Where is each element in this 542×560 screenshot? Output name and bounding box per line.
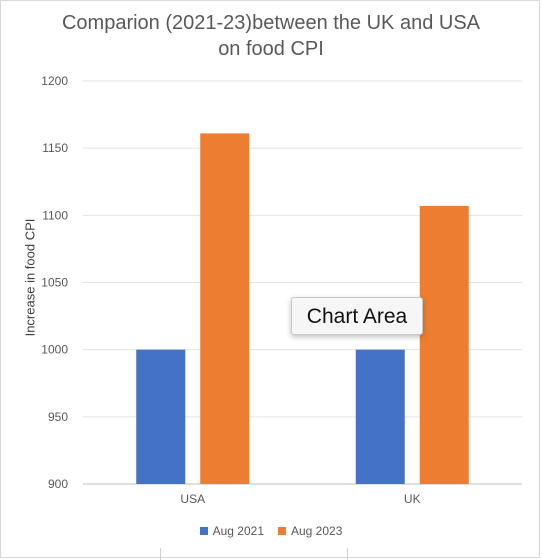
x-tick-label: UK (404, 492, 421, 506)
chart-title-line-1: Comparion (2021-23)between the UK and US… (61, 12, 481, 34)
bar-usa-aug-2021[interactable] (136, 349, 186, 484)
legend[interactable]: Aug 2021 Aug 2023 (0, 524, 542, 538)
y-tick-label: 1000 (41, 343, 68, 357)
y-tick-label: 1100 (42, 208, 68, 222)
y-tick-label: 950 (48, 410, 68, 424)
legend-swatch (199, 527, 208, 535)
y-tick-label: 900 (48, 477, 68, 491)
legend-item[interactable]: Aug 2023 (278, 524, 342, 538)
y-tick-label: 1050 (41, 276, 68, 290)
y-tick-label: 1200 (41, 74, 68, 88)
x-tick-label: USA (180, 492, 205, 506)
legend-swatch (278, 527, 286, 535)
chart-title-line-2: on food CPI (218, 38, 324, 60)
y-tick-label: 1150 (42, 141, 68, 155)
frame-tick-mark (160, 548, 161, 560)
legend-label: Aug 2023 (291, 524, 343, 538)
legend-label: Aug 2021 (212, 524, 264, 538)
chart-area-tooltip: Chart Area (291, 297, 423, 335)
frame-tick-mark (347, 548, 348, 560)
bar-uk-aug-2023[interactable] (419, 205, 469, 484)
bar-uk-aug-2021[interactable] (355, 349, 405, 484)
bar-usa-aug-2023[interactable] (200, 133, 250, 484)
legend-item[interactable]: Aug 2021 (199, 524, 264, 538)
